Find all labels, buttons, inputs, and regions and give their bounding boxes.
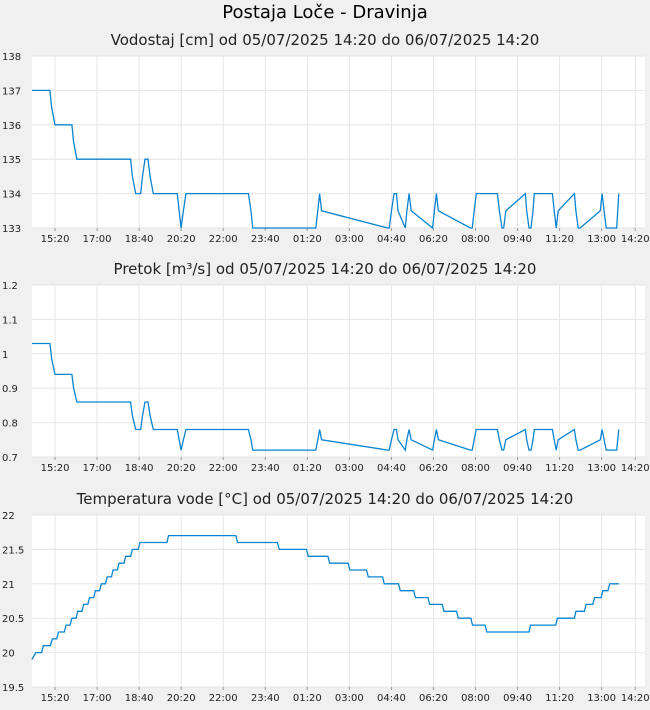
page-title: Postaja Loče - Dravinja — [222, 2, 428, 23]
chart-title-discharge: Pretok [m³/s] od 05/07/2025 14:20 do 06/… — [113, 260, 537, 278]
x-tick-label: 22:00 — [209, 234, 238, 245]
x-tick-label: 01:20 — [293, 693, 322, 704]
x-tick-label: 09:40 — [503, 693, 532, 704]
x-tick-label: 11:20 — [545, 234, 574, 245]
x-tick-label: 22:00 — [209, 693, 238, 704]
y-tick-label: 134 — [2, 190, 21, 201]
y-tick-label: 20.5 — [2, 614, 24, 625]
x-tick-label: 20:20 — [167, 463, 196, 474]
y-tick-label: 1.1 — [2, 315, 18, 326]
y-tick-label: 1.2 — [2, 281, 18, 292]
series-line — [32, 89, 620, 230]
chart-title-water-level: Vodostaj [cm] od 05/07/2025 14:20 do 06/… — [110, 31, 540, 49]
x-tick-label: 18:40 — [125, 463, 154, 474]
x-tick-label: 06:20 — [419, 234, 448, 245]
x-tick-label: 06:20 — [419, 693, 448, 704]
x-tick-label: 14:20 — [621, 463, 650, 474]
y-tick-label: 136 — [2, 121, 21, 132]
x-tick-label: 18:40 — [125, 693, 154, 704]
x-tick-label: 15:20 — [41, 463, 70, 474]
x-tick-label: 17:00 — [83, 693, 112, 704]
plot-area — [32, 515, 645, 687]
x-tick-label: 11:20 — [545, 693, 574, 704]
y-tick-label: 135 — [2, 155, 21, 166]
y-tick-label: 0.8 — [2, 419, 18, 430]
x-tick-label: 23:40 — [251, 693, 280, 704]
y-tick-label: 22 — [2, 511, 15, 522]
x-tick-label: 08:00 — [461, 693, 490, 704]
x-tick-label: 03:00 — [335, 463, 364, 474]
x-tick-label: 11:20 — [545, 463, 574, 474]
chart-discharge: 0.7 0.8 0.9 1 1.1 1.2 15:20 17:00 18:40 20:20 22:0… — [2, 281, 650, 474]
x-tick-label: 03:00 — [335, 234, 364, 245]
y-tick-label: 137 — [2, 86, 21, 97]
x-tick-label: 04:40 — [377, 463, 406, 474]
x-tick-label: 09:40 — [503, 463, 532, 474]
x-tick-label: 06:20 — [419, 463, 448, 474]
chart-water-temperature: 19.5 20 20.5 21 21.5 22 15:20 17:00 18:40 20:20 22… — [2, 511, 650, 704]
y-tick-label: 21.5 — [2, 545, 24, 556]
x-tick-label: 23:40 — [251, 234, 280, 245]
x-tick-label: 01:20 — [293, 463, 322, 474]
x-tick-label: 15:20 — [41, 234, 70, 245]
y-tick-label: 20 — [2, 649, 15, 660]
x-tick-label: 20:20 — [167, 234, 196, 245]
series-line — [31, 534, 619, 660]
x-tick-label: 17:00 — [83, 463, 112, 474]
y-tick-label: 19.5 — [2, 683, 24, 694]
x-tick-label: 09:40 — [503, 234, 532, 245]
y-tick-label: 138 — [2, 52, 21, 63]
x-tick-label: 14:20 — [621, 693, 650, 704]
y-tick-label: 21 — [2, 580, 15, 591]
x-tick-label: 14:20 — [621, 234, 650, 245]
x-tick-label: 18:40 — [125, 234, 154, 245]
y-tick-label: 1 — [2, 350, 8, 361]
x-tick-label: 04:40 — [377, 693, 406, 704]
x-tick-label: 22:00 — [209, 463, 238, 474]
chart-water-level: 133 134 135 136 137 138 15:20 17:00 18:40 20:20 22… — [2, 52, 650, 245]
plot-area — [32, 56, 645, 228]
x-tick-label: 13:00 — [587, 463, 616, 474]
series-line — [32, 342, 620, 452]
x-tick-label: 23:40 — [251, 463, 280, 474]
x-tick-label: 15:20 — [41, 693, 70, 704]
chart-title-water-temperature: Temperatura vode [°C] od 05/07/2025 14:2… — [76, 490, 574, 508]
x-tick-label: 08:00 — [461, 234, 490, 245]
x-tick-label: 08:00 — [461, 463, 490, 474]
x-tick-label: 13:00 — [587, 234, 616, 245]
x-tick-label: 13:00 — [587, 693, 616, 704]
x-tick-label: 17:00 — [83, 234, 112, 245]
x-tick-label: 04:40 — [377, 234, 406, 245]
plot-area — [32, 285, 645, 457]
y-tick-label: 0.7 — [2, 453, 18, 464]
x-tick-label: 03:00 — [335, 693, 364, 704]
x-tick-label: 20:20 — [167, 693, 196, 704]
x-tick-label: 01:20 — [293, 234, 322, 245]
y-tick-label: 133 — [2, 224, 21, 235]
y-tick-label: 0.9 — [2, 384, 18, 395]
